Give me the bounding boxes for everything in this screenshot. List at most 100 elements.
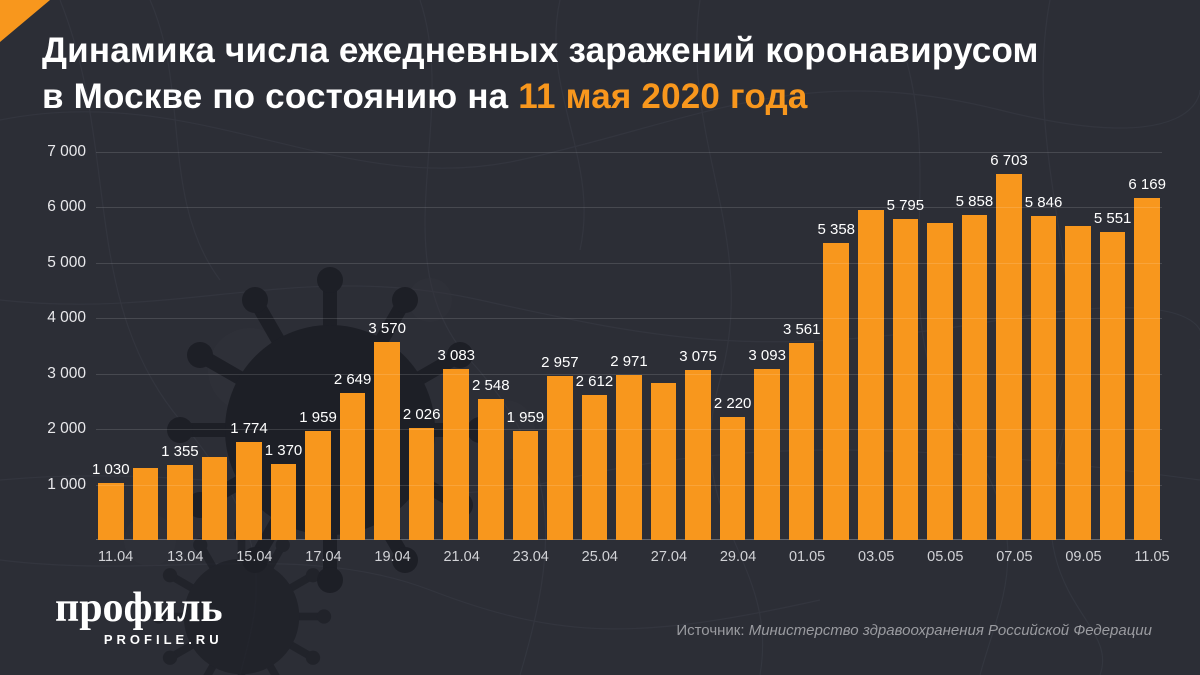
bar-value-label: 3 570	[368, 320, 406, 338]
x-axis-tick-label	[616, 549, 642, 565]
bar	[201, 457, 228, 540]
x-axis-tick-label: 09.05	[1065, 549, 1102, 565]
bar-value-label: 1 355	[161, 442, 199, 460]
bar-chart: 1 030 1 355 1 774 1 370 1 959 2 649 3 570 2 026…	[38, 143, 1170, 565]
x-axis-tick-label	[1031, 549, 1057, 565]
x-axis-tick-label	[893, 549, 919, 565]
bar-slot: 3 075	[679, 152, 717, 540]
bar-value-label: 1 959	[506, 409, 545, 427]
x-axis-tick-label	[962, 549, 988, 565]
bar-value-label: 2 971	[610, 353, 648, 371]
bar-slot: 2 649	[334, 152, 371, 540]
source-name: Министерство здравоохранения Российской …	[748, 622, 1152, 639]
bar-value-label: 2 612	[575, 373, 614, 391]
x-axis-tick-label: 29.04	[719, 549, 757, 565]
bar-slot: 5 795	[887, 152, 924, 540]
y-axis-tick-label: 4 000	[47, 309, 86, 327]
bar-value-label: 2 220	[713, 394, 752, 412]
x-axis-tick-label: 19.04	[374, 549, 411, 565]
x-axis-tick-label: 17.04	[305, 549, 342, 565]
bar-slot: 2 220	[714, 152, 751, 540]
profile-logo: профиль PROFILE.RU	[55, 587, 223, 647]
bar-value-label: 6 703	[990, 152, 1028, 169]
y-axis-tick-label: 7 000	[47, 143, 86, 160]
bar-slot: 2 548	[472, 152, 510, 540]
bar	[236, 441, 262, 540]
x-axis-tick-label	[271, 549, 297, 565]
bar	[892, 218, 919, 540]
bar-slot: 2 971	[610, 152, 648, 540]
y-axis-tick-label: 2 000	[47, 420, 86, 438]
bar	[167, 464, 193, 540]
bar-slot: 1 355	[161, 152, 199, 540]
x-axis-tick-label	[340, 549, 366, 565]
bar	[305, 431, 331, 540]
x-axis-tick-label	[1100, 549, 1126, 565]
bar-slot: 5 846	[1025, 152, 1062, 540]
bar	[1030, 215, 1057, 540]
bar	[858, 210, 884, 540]
bar	[685, 369, 711, 540]
x-axis-tick-label	[202, 549, 228, 565]
bar	[98, 482, 124, 540]
x-axis-tick-label: 13.04	[167, 549, 204, 565]
bar	[443, 369, 470, 540]
gridline	[96, 484, 1162, 486]
bar-value-label: 3 093	[748, 346, 786, 364]
bar-slot: 6 169	[1128, 152, 1166, 540]
bar-slot: 1 959	[299, 152, 337, 540]
bar-value-label: 5 551	[1093, 210, 1132, 228]
bar	[719, 416, 746, 540]
x-axis-tick-label	[754, 549, 780, 565]
bar	[1065, 225, 1091, 540]
x-axis-tick-label: 15.04	[236, 549, 273, 565]
gridline	[96, 429, 1162, 431]
x-axis-tick-label: 03.05	[858, 549, 895, 565]
x-axis-tick-label: 25.04	[581, 549, 618, 565]
bar-value-label: 2 548	[472, 376, 510, 394]
bar-slot: 2 612	[576, 152, 613, 540]
bar-slot	[201, 152, 228, 540]
bar-value-label: 6 169	[1128, 176, 1166, 194]
bar-slot: 1 030	[92, 152, 130, 540]
bar-value-label: 3 075	[679, 347, 717, 365]
bar	[270, 464, 297, 540]
bar-slot: 3 093	[748, 152, 786, 540]
bar	[1099, 232, 1126, 540]
y-axis-tick-label: 3 000	[47, 364, 86, 382]
x-axis-tick-label: 21.04	[443, 549, 480, 565]
bar-slot	[650, 152, 677, 540]
bar-value-label: 3 083	[437, 347, 476, 365]
bar-value-label: 3 561	[782, 320, 821, 338]
x-axis-tick-label: 11.04	[98, 549, 134, 565]
x-axis-tick-label: 23.04	[512, 549, 549, 565]
source-prefix: Источник:	[676, 622, 749, 639]
bar	[132, 467, 159, 540]
x-axis-tick-label	[478, 549, 504, 565]
bar	[339, 393, 366, 540]
bar	[547, 376, 573, 540]
title-line1: Динамика числа ежедневных заражений коро…	[42, 31, 1039, 70]
gridline	[96, 318, 1162, 320]
title-date-highlight: 11 мая 2020 года	[518, 76, 808, 116]
corner-accent-triangle	[0, 0, 50, 42]
bar	[581, 395, 608, 540]
bars-row: 1 030 1 355 1 774 1 370 1 959 2 649 3 570 2 026…	[92, 152, 1166, 540]
x-axis-tick-label	[685, 549, 711, 565]
x-axis-tick-label: 27.04	[650, 549, 688, 565]
bar-slot: 5 358	[817, 152, 855, 540]
bar	[616, 375, 642, 540]
bar	[512, 431, 539, 540]
bar-value-label: 5 358	[817, 221, 856, 239]
x-axis-tick-label	[409, 549, 435, 565]
bar-slot: 5 551	[1094, 152, 1131, 540]
x-axis-tick-label	[547, 549, 573, 565]
bar	[823, 243, 850, 540]
bar-slot	[1065, 152, 1091, 540]
y-axis-tick-label: 6 000	[47, 198, 86, 216]
x-axis-tick-label	[823, 549, 849, 565]
x-axis-tick-label: 01.05	[788, 549, 826, 565]
bar-slot: 5 858	[956, 152, 993, 540]
xaxis-row: 11.04 13.04 15.04 17.04 19.04 21.04 23.04 25.04…	[96, 549, 1170, 565]
